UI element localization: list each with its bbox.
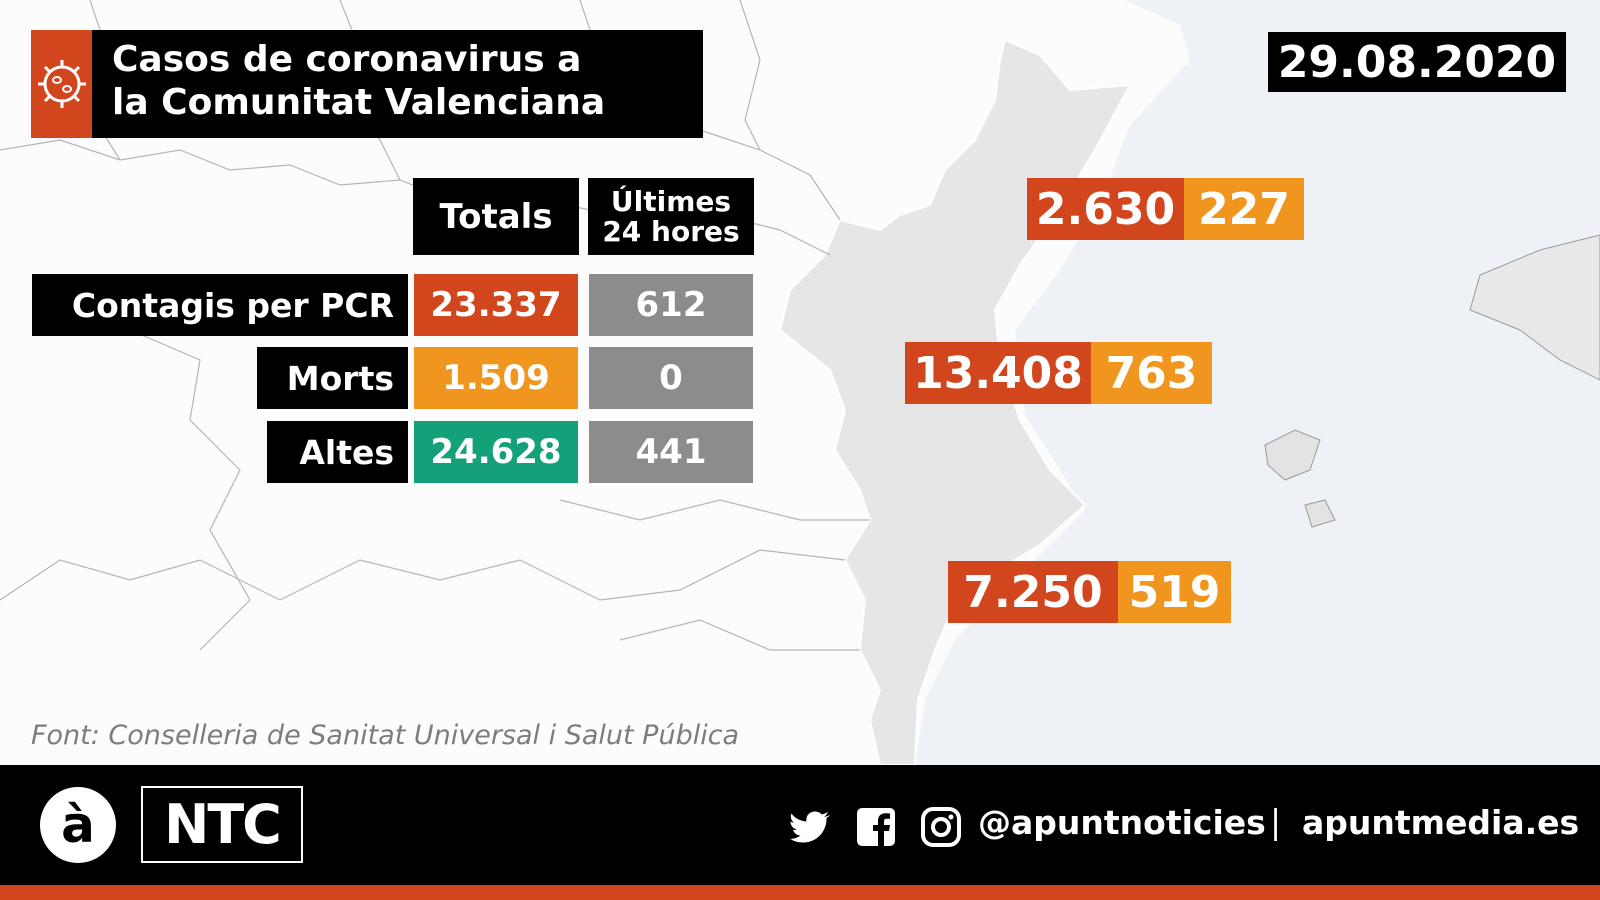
title-line-2: la Comunitat Valenciana bbox=[112, 82, 606, 123]
header-last-24h-line2: 24 hores bbox=[602, 214, 740, 248]
value-discharges-total: 24.628 bbox=[414, 421, 578, 483]
header-last-24h-line1: Últimes bbox=[610, 184, 732, 218]
header-last-24h: Últimes 24 hores bbox=[588, 178, 754, 255]
value-deaths-24h: 0 bbox=[589, 347, 753, 409]
title-line-1: Casos de coronavirus a bbox=[112, 39, 582, 80]
header-totals: Totals bbox=[413, 178, 579, 255]
virus-icon bbox=[31, 30, 92, 138]
row-label-deaths: Morts bbox=[257, 347, 408, 409]
source-note: Font: Conselleria de Sanitat Universal i… bbox=[31, 720, 740, 751]
value-pcr-24h: 612 bbox=[589, 274, 753, 336]
island-ibiza bbox=[1264, 429, 1321, 481]
row-label-discharges: Altes bbox=[267, 421, 408, 483]
region-2-total: 13.408 bbox=[905, 342, 1091, 404]
website-link[interactable]: apuntmedia.es bbox=[1302, 803, 1580, 842]
ntc-logo[interactable]: NTC bbox=[141, 786, 303, 863]
apunt-logo[interactable]: à bbox=[40, 787, 116, 863]
region-3-24h: 519 bbox=[1118, 561, 1231, 623]
value-discharges-24h: 441 bbox=[589, 421, 753, 483]
title-block: Casos de coronavirus a la Comunitat Vale… bbox=[31, 30, 703, 138]
page-title: Casos de coronavirus a la Comunitat Vale… bbox=[92, 30, 605, 138]
value-pcr-total: 23.337 bbox=[414, 274, 578, 336]
twitter-icon[interactable] bbox=[790, 806, 832, 848]
instagram-icon[interactable] bbox=[920, 806, 962, 848]
footer-stripe bbox=[0, 885, 1600, 900]
island-formentera bbox=[1304, 499, 1336, 528]
footer-separator: | bbox=[1270, 802, 1282, 841]
island-mallorca bbox=[1469, 234, 1600, 381]
row-label-pcr: Contagis per PCR bbox=[32, 274, 408, 336]
region-1-24h: 227 bbox=[1184, 178, 1304, 240]
facebook-icon[interactable] bbox=[855, 806, 897, 848]
region-1-total: 2.630 bbox=[1027, 178, 1184, 240]
value-deaths-total: 1.509 bbox=[414, 347, 578, 409]
region-3-total: 7.250 bbox=[948, 561, 1118, 623]
date-badge: 29.08.2020 bbox=[1268, 32, 1566, 92]
region-2-24h: 763 bbox=[1091, 342, 1212, 404]
social-handle[interactable]: @apuntnoticies bbox=[978, 803, 1266, 842]
